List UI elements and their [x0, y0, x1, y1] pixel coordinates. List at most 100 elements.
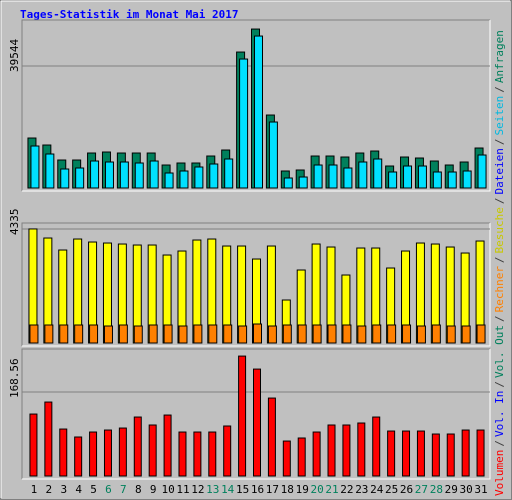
- y-tick-label: 168.56: [8, 358, 21, 398]
- bar: [118, 427, 127, 477]
- bar: [476, 324, 486, 344]
- bar: [75, 167, 85, 189]
- bar: [358, 161, 368, 189]
- bar: [402, 430, 411, 477]
- bar: [90, 160, 100, 189]
- bar: [179, 170, 189, 189]
- bar: [432, 171, 442, 189]
- bar: [416, 430, 425, 477]
- bar: [312, 431, 321, 477]
- bar: [342, 424, 351, 477]
- bar: [149, 160, 159, 189]
- bar: [372, 324, 382, 344]
- bar: [446, 433, 455, 477]
- bar: [29, 413, 38, 477]
- x-tick-label: 1: [31, 483, 38, 496]
- bar: [148, 424, 157, 477]
- legend-separator: /: [493, 256, 506, 263]
- legend-entry: Volumen: [493, 450, 506, 496]
- bar: [461, 429, 470, 477]
- x-tick-label: 7: [120, 483, 127, 496]
- legend-separator: /: [493, 381, 506, 388]
- panel-bevel: [21, 222, 490, 346]
- x-tick-label: 24: [370, 483, 384, 496]
- bar: [89, 431, 98, 477]
- bar: [477, 154, 487, 189]
- bar: [388, 171, 398, 189]
- bar: [387, 430, 396, 477]
- legend-separator: /: [493, 315, 506, 322]
- legend-separator: /: [493, 86, 506, 93]
- legend-entry: Vol. Out: [493, 325, 506, 378]
- x-tick-label: 2: [46, 483, 53, 496]
- bar: [476, 429, 485, 477]
- x-tick-label: 18: [281, 483, 294, 496]
- x-tick-label: 29: [445, 483, 458, 496]
- x-tick-label: 17: [266, 483, 279, 496]
- x-tick-label: 12: [191, 483, 204, 496]
- bar: [133, 325, 143, 344]
- legend: Volumen / Vol. In / Vol. Out / Rechner / Besuche…: [493, 30, 506, 496]
- bar: [239, 58, 249, 189]
- x-tick-label: 31: [474, 483, 487, 496]
- bar: [357, 422, 366, 477]
- bar: [163, 324, 173, 344]
- panel-bevel: [22, 20, 491, 192]
- bar: [357, 325, 367, 344]
- legend-entry: Besuche: [493, 207, 506, 253]
- legend-entry: Seiten: [493, 96, 506, 136]
- bar: [74, 324, 84, 344]
- bar: [164, 172, 174, 189]
- bar: [208, 431, 217, 477]
- x-tick-label: 13: [206, 483, 219, 496]
- bar: [461, 325, 471, 344]
- bar: [103, 429, 112, 477]
- bar: [327, 324, 337, 344]
- bar: [238, 355, 247, 477]
- x-tick-label: 21: [325, 483, 338, 496]
- bar: [59, 428, 68, 477]
- bar: [343, 167, 353, 189]
- x-tick-label: 22: [340, 483, 353, 496]
- bar: [30, 145, 40, 189]
- bar: [373, 158, 383, 189]
- bar: [209, 163, 219, 189]
- bar: [45, 153, 55, 189]
- bar: [134, 162, 144, 189]
- bar: [312, 324, 322, 344]
- panel-bevel: [22, 223, 491, 347]
- bar: [297, 437, 306, 477]
- bar: [372, 416, 381, 477]
- x-tick-label: 9: [150, 483, 157, 496]
- bar: [267, 397, 276, 477]
- bar: [447, 171, 457, 189]
- bar: [462, 170, 472, 189]
- x-tick-label: 14: [221, 483, 235, 496]
- bar: [29, 324, 39, 344]
- legend-entry: Anfragen: [493, 30, 506, 83]
- x-tick-label: 15: [236, 483, 249, 496]
- bar: [446, 325, 456, 344]
- x-tick-label: 26: [400, 483, 413, 496]
- bar: [44, 324, 54, 344]
- bar: [133, 416, 142, 477]
- x-tick-label: 10: [161, 483, 174, 496]
- bar: [59, 324, 69, 344]
- bar: [208, 324, 218, 344]
- legend-entry: Vol. In: [493, 391, 506, 437]
- bar: [282, 440, 291, 477]
- x-tick-label: 28: [430, 483, 443, 496]
- bar: [163, 414, 172, 477]
- bar: [283, 177, 293, 189]
- legend-separator: /: [493, 440, 506, 447]
- bar: [194, 166, 204, 189]
- x-tick-label: 3: [60, 483, 67, 496]
- bar: [431, 324, 441, 344]
- bar: [74, 436, 83, 477]
- bar: [431, 433, 440, 477]
- x-tick-label: 16: [251, 483, 264, 496]
- bar: [104, 161, 114, 189]
- x-tick-label: 30: [460, 483, 473, 496]
